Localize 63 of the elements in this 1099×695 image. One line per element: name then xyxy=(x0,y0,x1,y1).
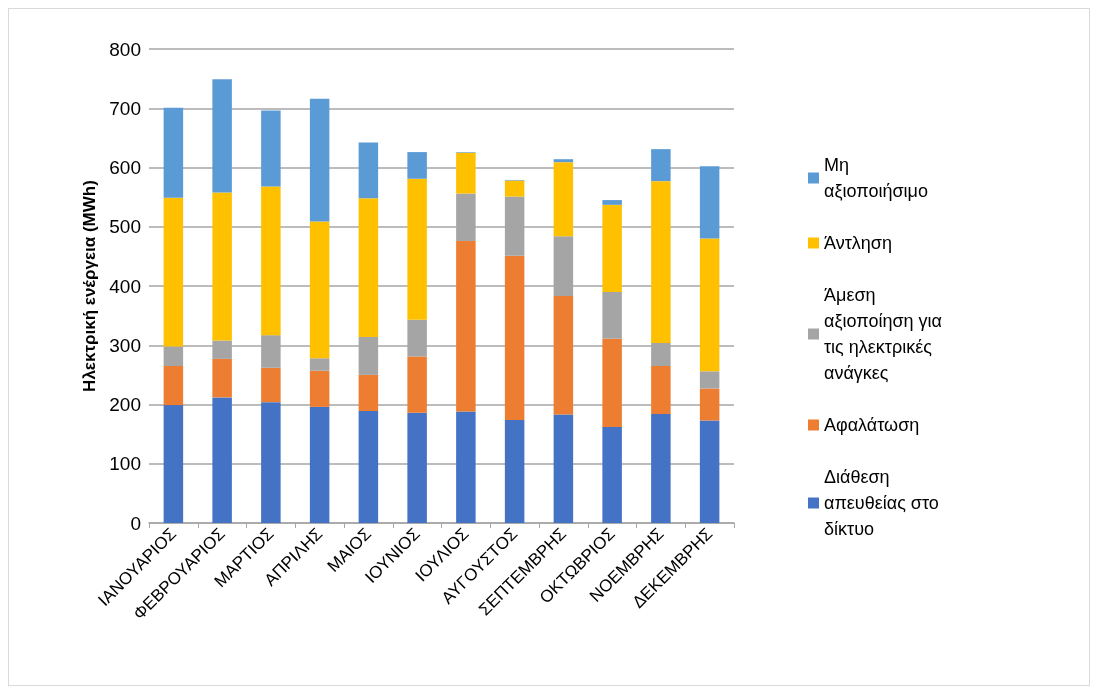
bar xyxy=(407,152,427,179)
bar xyxy=(553,296,574,415)
y-tick-label: 400 xyxy=(109,275,141,297)
bar xyxy=(261,402,281,523)
bar xyxy=(651,413,671,523)
bar xyxy=(602,204,622,292)
bar xyxy=(456,411,476,523)
bar xyxy=(553,162,574,237)
y-tick-label: 800 xyxy=(109,38,141,60)
bar xyxy=(504,180,525,197)
bar xyxy=(407,412,427,523)
y-tick-label: 700 xyxy=(109,97,141,119)
y-axis-title: Ηλεκτρική ενέργεια (MWh) xyxy=(80,180,100,392)
bar xyxy=(699,166,720,239)
bar xyxy=(212,192,232,341)
bar xyxy=(651,181,671,343)
bar xyxy=(553,159,574,163)
bar xyxy=(212,397,232,523)
bar xyxy=(358,198,379,337)
bar xyxy=(261,367,281,403)
bar xyxy=(651,149,671,182)
legend-label: Άντληση xyxy=(824,233,892,253)
legend-label: Διάθεση απευθείας στο δίκτυο xyxy=(824,467,944,539)
bar xyxy=(163,197,184,347)
bar xyxy=(602,427,622,523)
bar xyxy=(212,79,232,193)
bar xyxy=(261,110,281,187)
bar xyxy=(309,221,330,359)
y-tick-label: 500 xyxy=(109,216,141,238)
bar xyxy=(163,107,184,198)
y-tick-label: 600 xyxy=(109,157,141,178)
bar xyxy=(602,338,622,428)
bar xyxy=(358,374,379,412)
bar xyxy=(261,186,281,336)
bar xyxy=(456,240,476,412)
y-tick-label: 300 xyxy=(109,334,141,356)
bar xyxy=(309,358,330,371)
legend-label: Άμεση αξιοποίηση για τις ηλεκτρικές ανάγκες xyxy=(824,285,947,383)
bar xyxy=(699,238,720,372)
bar xyxy=(602,200,622,205)
bar xyxy=(358,411,379,523)
bar xyxy=(602,291,622,339)
bar xyxy=(163,405,184,523)
bar xyxy=(504,255,525,420)
bar xyxy=(358,142,379,199)
bar xyxy=(407,356,427,413)
bar xyxy=(309,370,330,407)
bar xyxy=(699,371,720,389)
bar xyxy=(504,419,525,523)
bar xyxy=(309,98,330,222)
bar xyxy=(699,388,720,421)
bar xyxy=(163,365,184,406)
y-tick-label: 200 xyxy=(109,394,141,415)
bar xyxy=(699,420,720,523)
legend-label: Αφαλάτωση xyxy=(824,415,920,435)
legend-label: Μη αξιοποιήσιμο xyxy=(824,155,928,201)
bar xyxy=(407,178,427,320)
y-tick-label: 100 xyxy=(109,453,141,475)
bar xyxy=(309,406,330,523)
bar xyxy=(456,152,476,194)
bar xyxy=(212,358,232,398)
bar xyxy=(651,365,671,414)
bar xyxy=(553,414,574,523)
